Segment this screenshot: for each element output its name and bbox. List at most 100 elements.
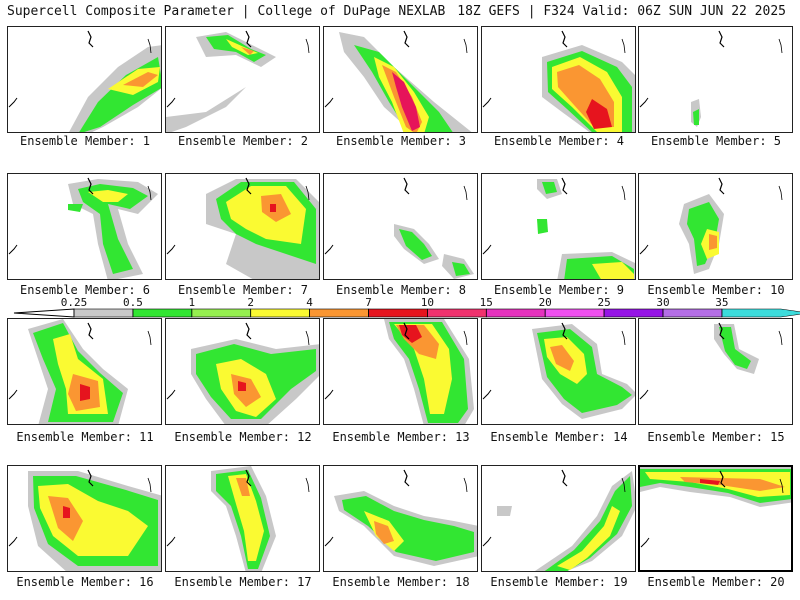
coastline [245,30,252,48]
ensemble-map-panel-6[interactable] [7,173,162,280]
colorbar-tick-label: 20 [539,296,552,309]
scp-contour-map [482,30,635,132]
coastline [166,389,176,400]
ensemble-map-panel-16[interactable] [7,465,162,572]
colorbar-segment [427,308,487,318]
valid-time-label: 18Z GEFS | F324 Valid: 06Z SUN JUN 22 20… [457,4,786,19]
scp-contour-map [482,177,635,279]
ensemble-map-panel-15[interactable] [638,318,793,425]
ensemble-map-panel-18[interactable] [323,465,478,572]
map-title: Supercell Composite Parameter | College … [7,4,446,19]
colorbar-tick-label: 35 [715,296,728,309]
scp-shaded-area [592,262,634,279]
coastline [621,38,626,54]
scp-shaded-area [63,506,70,518]
ensemble-member-label: Ensemble Member: 20 [647,575,785,589]
coastline [305,477,310,493]
scp-shaded-area [236,478,250,496]
ensemble-map-panel-11[interactable] [7,318,162,425]
scp-shaded-area [709,234,717,250]
coastline [718,30,725,48]
ensemble-map-panel-20[interactable] [638,465,793,572]
ensemble-member-label: Ensemble Member: 17 [174,575,312,589]
ensemble-map-panel-7[interactable] [165,173,320,280]
coastline [87,469,94,487]
ensemble-map-panel-17[interactable] [165,465,320,572]
ensemble-map-panel-3[interactable] [323,26,478,133]
ensemble-map-panel-8[interactable] [323,173,478,280]
scp-shaded-area [374,521,394,544]
ensemble-map-panel-5[interactable] [638,26,793,133]
scp-contour-map [166,322,319,424]
scp-shaded-area [700,479,720,485]
coastline [482,244,492,255]
ensemble-map-panel-9[interactable] [481,173,636,280]
scp-shaded-area [48,496,83,541]
coastline [639,389,649,400]
ensemble-member-label: Ensemble Member: 4 [493,134,625,148]
ensemble-member-label: Ensemble Member: 2 [177,134,309,148]
scp-shaded-area [557,506,620,570]
ensemble-map-panel-1[interactable] [7,26,162,133]
colorbar-segment [544,308,605,318]
scp-contour-map [166,466,310,571]
coastline [482,389,492,400]
coastline [245,322,252,340]
scp-contour-map [324,177,474,279]
coastline [718,322,725,340]
ensemble-map-panel-2[interactable] [165,26,320,133]
scp-shaded-area [537,219,548,234]
coastline [147,38,152,54]
scp-shaded-area [534,471,635,571]
ensemble-member-label: Ensemble Member: 7 [177,283,309,297]
ensemble-member-label: Ensemble Member: 13 [332,430,470,444]
colorbar-tick-label: 30 [656,296,669,309]
scp-contour-map [324,469,477,566]
coastline [147,185,152,201]
coastline [324,97,334,108]
colorbar-segment [132,308,193,318]
ensemble-member-label: Ensemble Member: 9 [493,283,625,297]
coastline [561,30,568,48]
scp-contour-map [166,30,310,132]
scp-shaded-area [392,72,420,131]
ensemble-map-panel-4[interactable] [481,26,636,133]
scp-shaded-area [80,384,90,401]
colorbar-tick-label: 4 [306,296,313,309]
scp-shaded-area [228,474,264,561]
coastline [719,470,726,488]
scp-contour-map [8,319,152,424]
coastline [245,469,252,487]
coastline [779,478,784,494]
scp-shaded-area [241,47,254,55]
scp-shaded-area [586,99,612,129]
coastline [403,177,410,195]
coastline [8,389,18,400]
ensemble-map-panel-19[interactable] [481,465,636,572]
scp-shaded-area [78,184,148,274]
ensemble-map-panel-14[interactable] [481,318,636,425]
coastline [87,322,94,340]
colorbar-segment [662,308,723,318]
coastline [305,38,310,54]
ensemble-map-panel-10[interactable] [638,173,793,280]
coastline [305,330,310,346]
scp-contour-map [8,177,158,279]
scp-contour-map [482,322,635,419]
colorbar-tick-label: 0.5 [123,296,143,309]
coastline [561,322,568,340]
ensemble-map-panel-12[interactable] [165,318,320,425]
colorbar-segment [603,308,664,318]
coastline [561,177,568,195]
colorbar-tick-label: 0.25 [61,296,88,309]
coastline [778,185,783,201]
scp-shaded-area [238,381,246,391]
coastline [147,330,152,346]
coastline [324,389,334,400]
scp-contour-map [324,319,474,424]
scp-shaded-area [68,204,83,212]
coastline [482,536,492,547]
coastline [463,38,468,54]
coastline [403,469,410,487]
ensemble-map-panel-13[interactable] [323,318,478,425]
